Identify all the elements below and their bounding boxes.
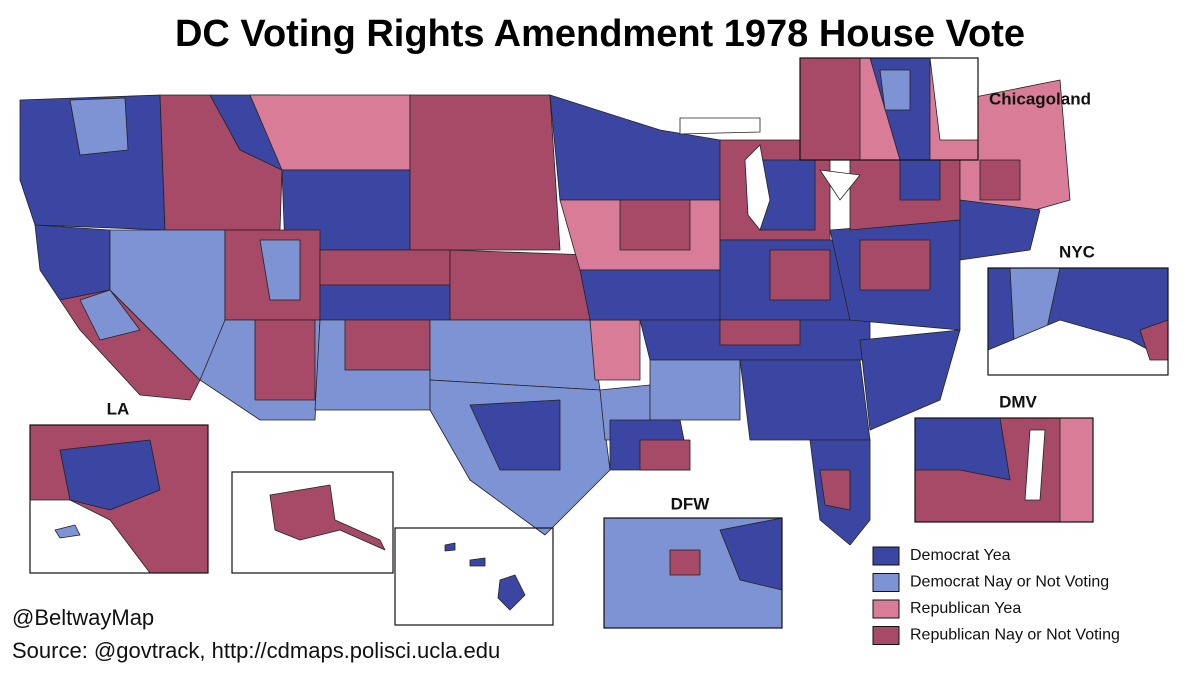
- inset-frame: [914, 417, 1094, 523]
- district-region: [79, 289, 141, 341]
- inset-label: Chicagoland: [989, 89, 1091, 108]
- water: [819, 169, 861, 201]
- district-region: [444, 542, 456, 552]
- district-region: [159, 94, 283, 231]
- water: [744, 144, 771, 231]
- inset-maps: Chicagoland NYC DMV LA DFW: [29, 57, 1169, 629]
- district-region: [344, 319, 431, 371]
- legend-label: Republican Yea: [910, 600, 1021, 617]
- inset-frame: [987, 267, 1169, 376]
- district-region: [469, 557, 486, 567]
- district-region: [879, 69, 911, 111]
- district-region: [259, 239, 301, 301]
- legend-label: Democrat Nay or Not Voting: [910, 574, 1109, 591]
- district-region: [429, 319, 601, 391]
- water: [1024, 429, 1046, 501]
- district-region: [69, 97, 129, 156]
- water: [679, 117, 761, 135]
- district-region: [719, 319, 801, 346]
- district-region: [34, 224, 111, 301]
- legend-label: Republican Nay or Not Voting: [910, 627, 1120, 644]
- inset-frame: [231, 471, 394, 574]
- district-region: [19, 94, 166, 231]
- district-region: [549, 94, 721, 201]
- district-region: [619, 199, 691, 251]
- district-region: [859, 239, 931, 291]
- legend-label: Democrat Yea: [910, 547, 1011, 564]
- district-region: [254, 319, 316, 401]
- district-region: [54, 524, 81, 539]
- legend-swatch: [872, 573, 900, 592]
- district-region: [639, 439, 691, 471]
- inset-label: DMV: [999, 392, 1037, 411]
- district-region: [649, 359, 741, 421]
- inset-label: NYC: [1059, 242, 1095, 261]
- inset-frame: [799, 57, 979, 161]
- district-region: [449, 249, 591, 321]
- legend-swatch: [872, 546, 900, 566]
- inset-label: DFW: [671, 494, 711, 513]
- title: DC Voting Rights Amendment 1978 House Vo…: [175, 13, 1025, 55]
- legend-swatch: [872, 599, 900, 619]
- district-region: [579, 269, 721, 321]
- district-region: [979, 159, 1021, 201]
- district-region: [269, 484, 386, 551]
- inset-frame: [603, 517, 783, 629]
- district-region: [589, 319, 641, 381]
- district-region: [769, 249, 831, 301]
- district-region: [59, 439, 161, 511]
- district-region: [469, 399, 561, 471]
- inset-frame: [29, 424, 209, 574]
- district-region: [497, 574, 526, 611]
- credit: Source: @govtrack, http://cdmaps.polisci…: [12, 638, 500, 663]
- district-region: [819, 469, 851, 511]
- credit: @BeltwayMap: [12, 605, 154, 630]
- mainland-map: [19, 79, 1071, 546]
- legend: Democrat Yea Democrat Nay or Not Voting Re…: [872, 546, 1120, 645]
- district-region: [669, 549, 701, 576]
- district-region: [959, 199, 1041, 261]
- district-region: [859, 329, 961, 431]
- inset-frame: [394, 527, 554, 626]
- district-region: [1059, 417, 1094, 523]
- district-region: [739, 359, 871, 441]
- district-region: [799, 57, 861, 161]
- legend-swatch: [872, 626, 900, 645]
- district-region: [319, 284, 451, 321]
- district-region: [409, 94, 561, 251]
- inset-label: LA: [107, 399, 130, 418]
